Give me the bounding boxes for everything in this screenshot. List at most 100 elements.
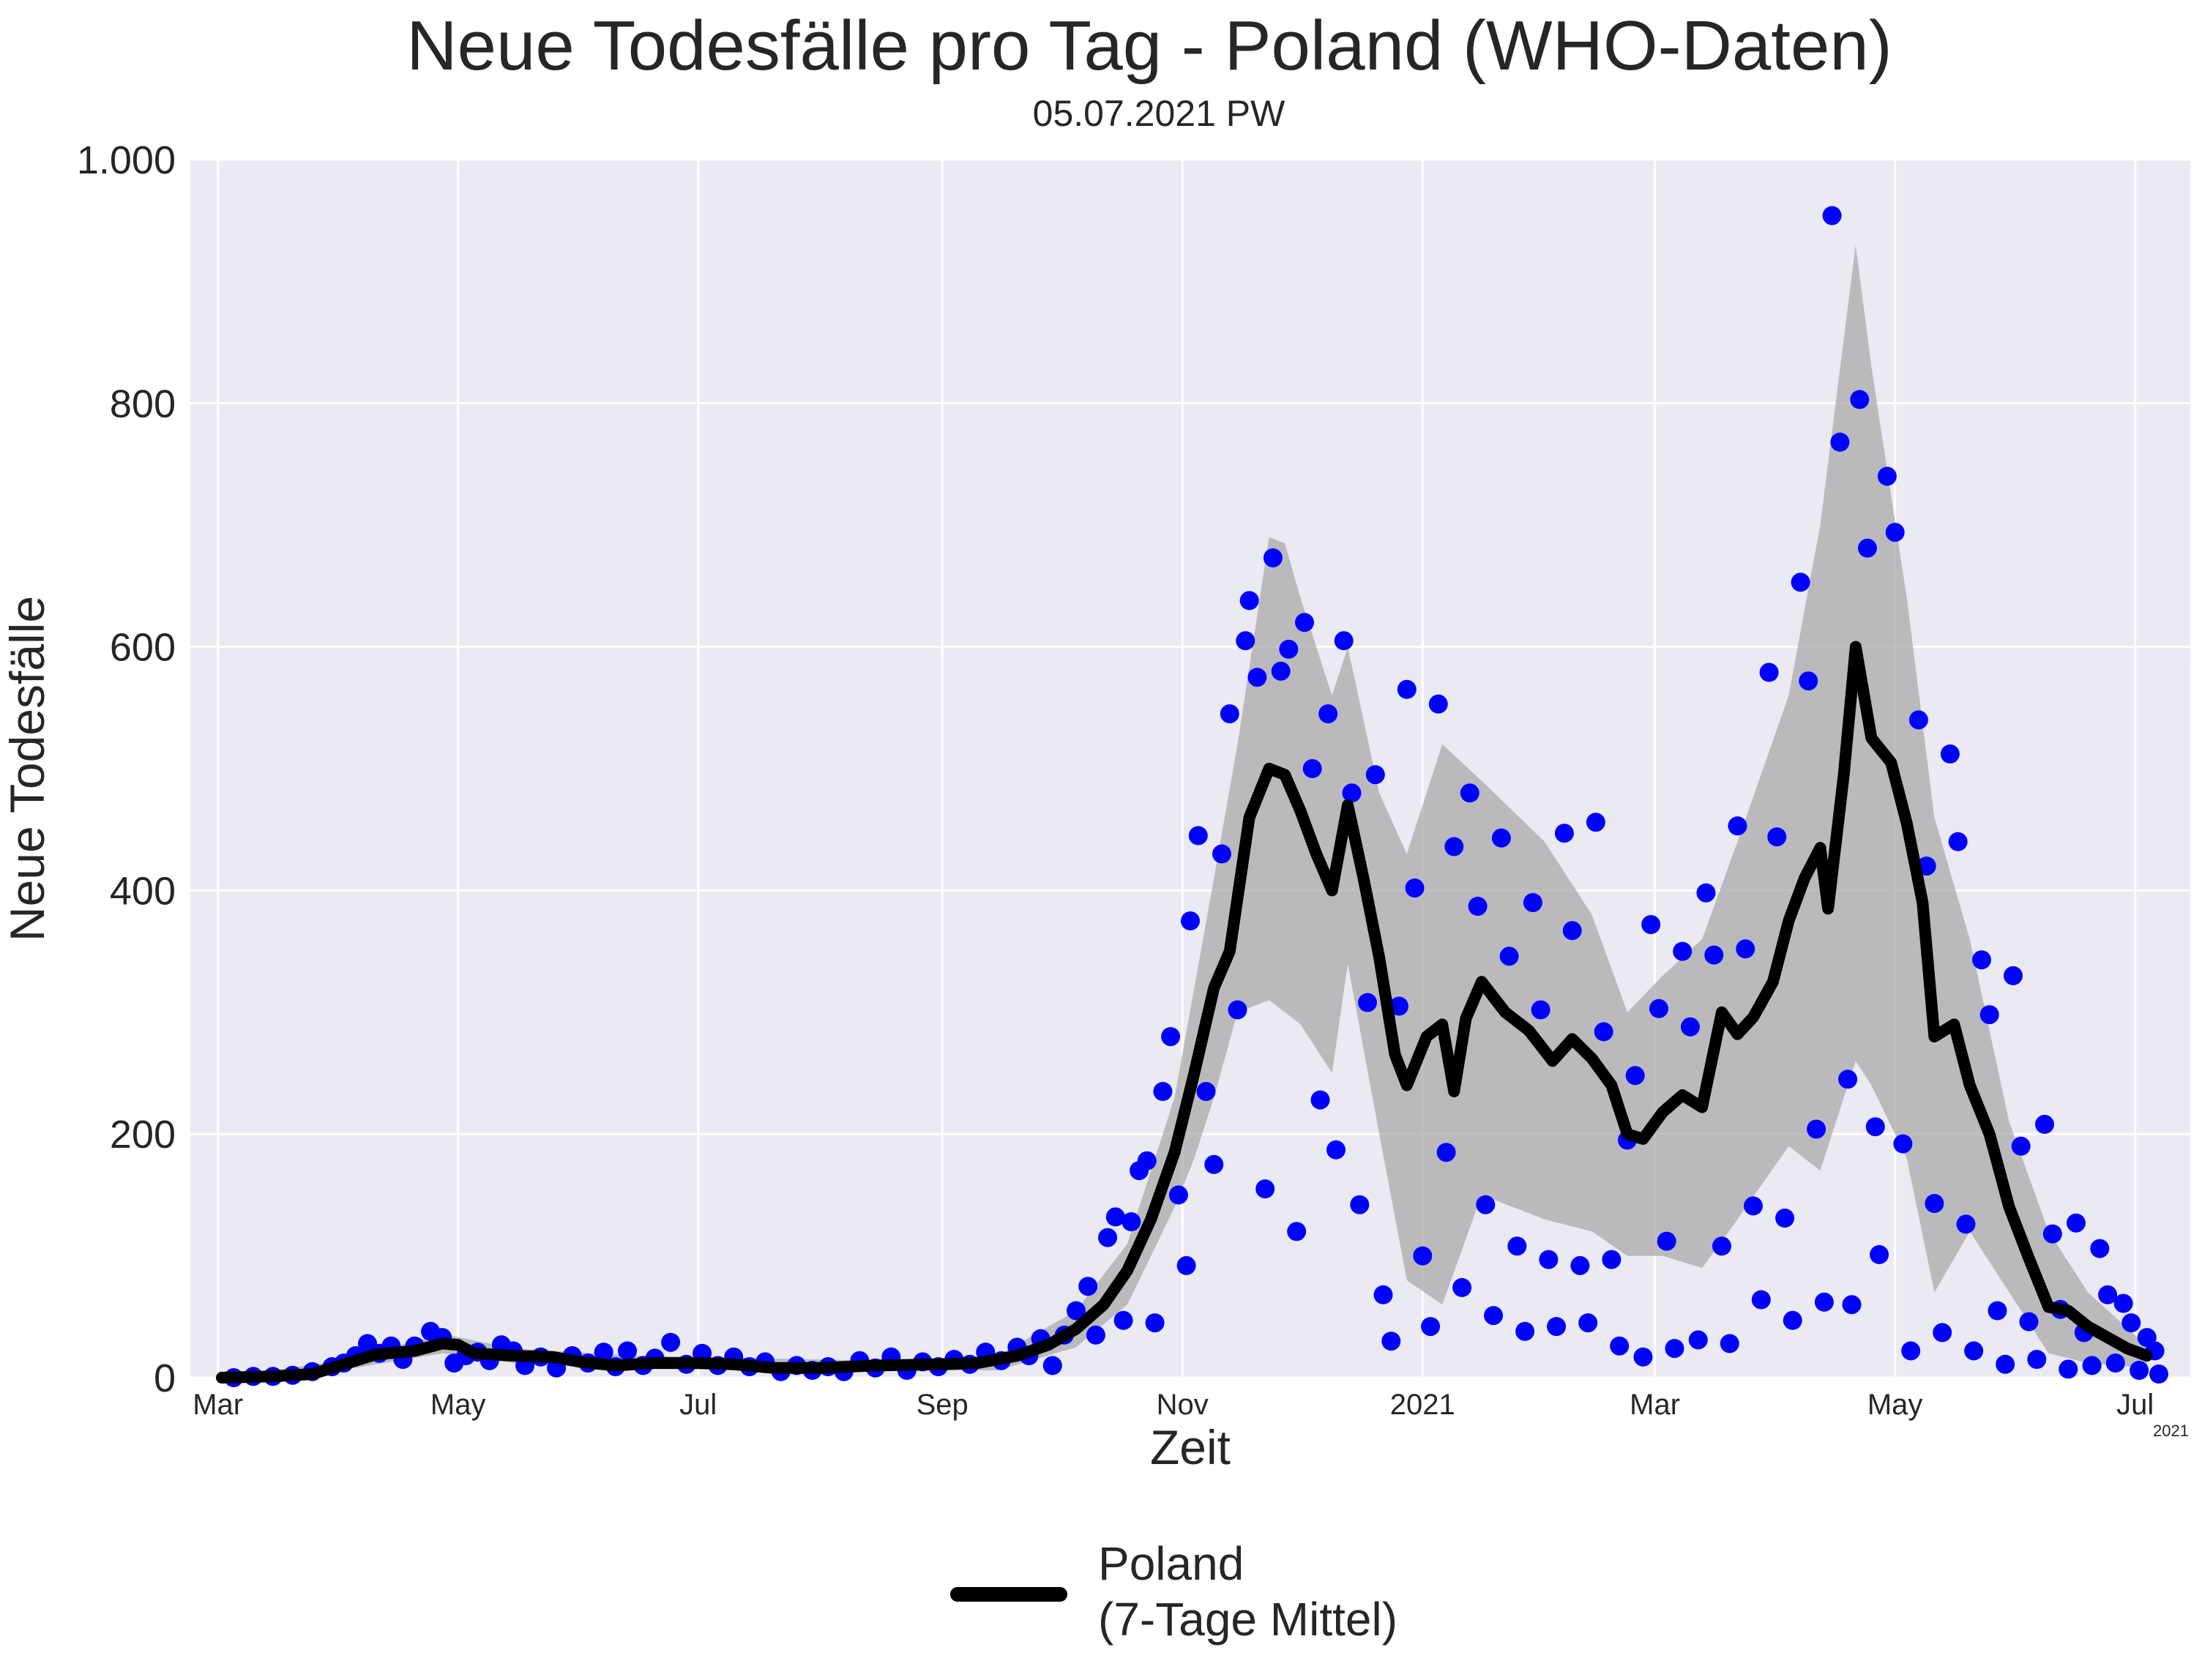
data-point [618,1341,637,1361]
data-point [1228,1000,1247,1020]
data-point [1212,844,1231,864]
data-point [1444,837,1464,856]
data-point [2019,1312,2039,1332]
data-point [1531,1000,1550,1020]
data-point [1799,671,1818,691]
data-point [1838,1069,1858,1089]
data-point [1610,1336,1630,1356]
data-point [1188,826,1208,845]
x-tick-label: Mar [1630,1389,1680,1421]
data-point [1523,893,1542,912]
data-point [1704,945,1724,965]
data-point [1885,523,1905,542]
x-tick-label: May [430,1389,486,1421]
data-point [1933,1323,1952,1343]
data-point [1728,816,1747,836]
data-point [2098,1285,2118,1304]
data-point [1850,389,1870,409]
data-point [1153,1082,1173,1101]
data-point [2042,1224,2062,1244]
data-point [1736,939,1755,959]
data-point [1342,783,1362,803]
data-point [1979,1005,1999,1025]
data-point [1751,1290,1771,1310]
data-point [1373,1285,1393,1304]
data-point [1161,1027,1181,1047]
data-point [1381,1332,1401,1351]
data-point [1807,1119,1826,1139]
average-line [216,641,2153,1384]
data-point [1865,1117,1885,1137]
legend-label-line: (7-Tage Mittel) [1098,1593,1397,1646]
data-point [1547,1317,1567,1337]
data-point [1712,1236,1731,1256]
data-point [1842,1295,1862,1315]
data-point [1220,704,1239,724]
data-point [1822,206,1842,225]
band-area [222,244,2147,1378]
data-point [2011,1136,2031,1156]
data-point [1295,613,1314,632]
data-point [1791,572,1810,592]
data-point [2121,1313,2141,1333]
data-point [1204,1154,1224,1174]
data-point [1168,1185,1188,1205]
y-tick-label: 400 [110,869,176,913]
data-point [1940,744,1960,764]
data-point [1956,1214,1976,1234]
data-point [2004,966,2023,985]
data-point [1602,1250,1621,1269]
data-point [1460,783,1479,803]
data-point [1925,1194,1944,1213]
data-point [1665,1339,1684,1359]
data-point [1696,883,1716,903]
data-point [1067,1301,1086,1321]
data-point [1350,1195,1370,1214]
data-point [2090,1239,2110,1258]
data-point [1397,679,1417,699]
data-point [1365,765,1385,785]
x-axis-label: Zeit [1150,1420,1231,1474]
data-point [1318,704,1338,724]
data-point [1775,1209,1795,1228]
data-point [1239,591,1259,611]
x-tick-label: 2021 [1390,1389,1455,1421]
data-point [1877,466,1897,486]
data-point [1302,759,1322,778]
data-point [1287,1222,1307,1242]
data-point [1562,921,1582,941]
data-point [1814,1292,1834,1312]
data-point [1086,1325,1105,1345]
data-point [1405,878,1425,898]
data-point [1247,668,1267,687]
data-point [1870,1244,1889,1264]
data-point [1964,1341,1984,1361]
data-point [1334,631,1354,651]
y-axis-label: Neue Todesfälle [0,596,54,941]
data-point [1720,1334,1739,1354]
data-point [2035,1114,2054,1134]
x-tick-label: Sep [917,1389,968,1421]
data-point [1263,548,1283,568]
data-point [1554,824,1574,843]
series-line-poland [216,641,2153,1384]
data-point [1783,1310,1802,1330]
data-point [1641,915,1661,934]
x-axis-offset-label: 2021 [2153,1422,2189,1440]
data-point [1042,1356,1062,1375]
data-point [1657,1231,1676,1251]
data-point [1744,1196,1763,1216]
chart-title: Neue Todesfälle pro Tag - Poland (WHO-Da… [406,7,1892,85]
data-point [1830,433,1850,452]
data-point [1468,897,1488,916]
data-point [1633,1347,1653,1367]
data-point [1539,1250,1559,1269]
data-point [2082,1356,2102,1375]
data-point [2059,1359,2078,1379]
data-point [1507,1236,1527,1256]
data-point [1310,1090,1330,1110]
data-point [1326,1140,1346,1160]
data-point [1145,1313,1165,1333]
data-point [1948,832,1968,851]
y-tick-label: 600 [110,626,176,670]
